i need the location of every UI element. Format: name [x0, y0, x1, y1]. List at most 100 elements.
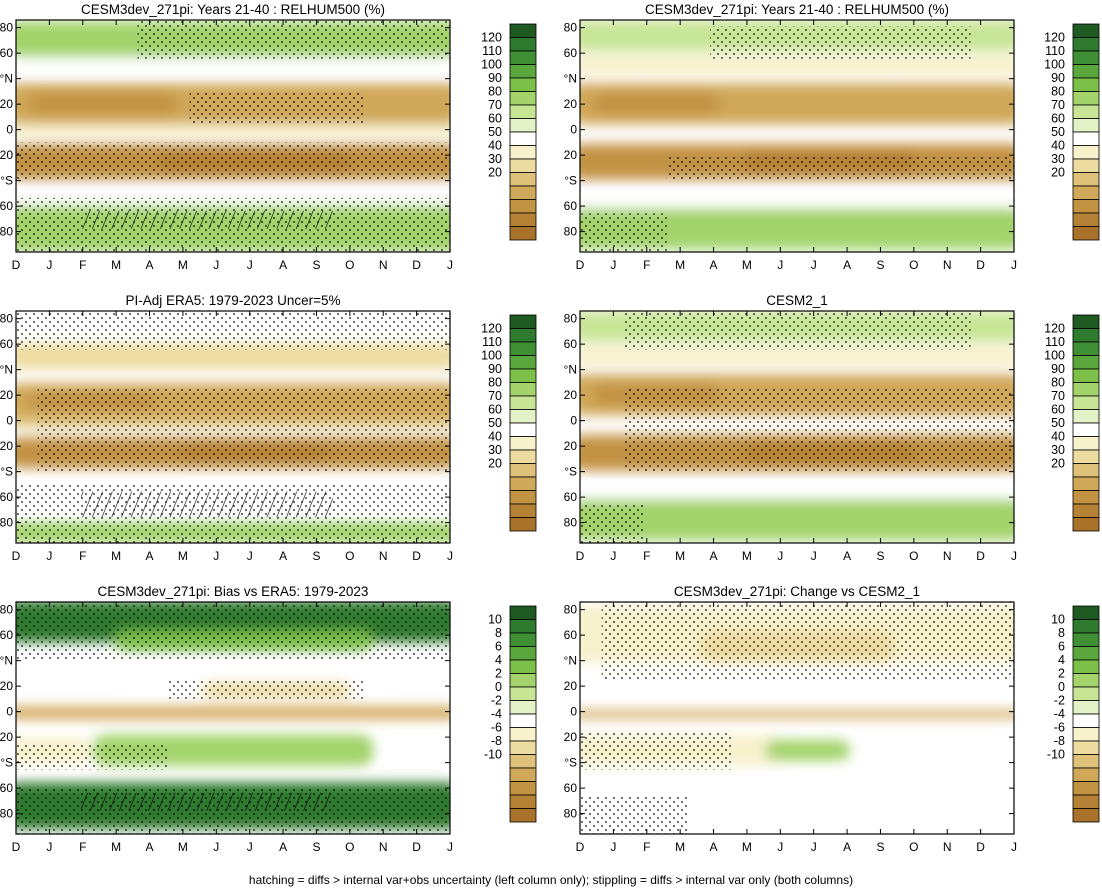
y-tick-label: 80: [564, 807, 578, 821]
heatmap-blob: [580, 488, 1014, 500]
heatmap-blob: [580, 710, 1014, 718]
colorbar-swatch: [1072, 713, 1100, 728]
heatmap-field: [16, 602, 450, 834]
colorbar-label: 30: [1051, 443, 1065, 457]
colorbar-swatch: [1072, 781, 1100, 796]
colorbar-label: 50: [1051, 125, 1065, 139]
panel-bottom-right: CESM3dev_271pi: Change vs CESM2_1 80 60 °N 2…: [564, 584, 1017, 854]
colorbar-swatch: [1072, 131, 1100, 146]
hatching-region: [81, 210, 333, 229]
colorbar-label: 60: [488, 112, 502, 126]
y-tick-label: 0: [570, 705, 577, 719]
y-tick-label: 80: [0, 516, 13, 530]
colorbar-label: 100: [481, 58, 502, 72]
panel-title: CESM3dev_271pi: Bias vs ERA5: 1979-2023: [98, 584, 369, 599]
heatmap-field: [16, 20, 450, 252]
x-tick-label: J: [447, 549, 453, 563]
colorbar-swatch: [1072, 409, 1100, 424]
panel-middle-left: PI-Adj ERA5: 1979-2023 Uncer=5% 80 60 °N 20 0…: [0, 293, 453, 563]
y-tick-label: °N: [564, 72, 577, 86]
colorbar-swatch: [1072, 490, 1100, 505]
heatmap-blob: [16, 706, 450, 720]
y-tick-label: 0: [570, 123, 577, 137]
stippling-region: [623, 388, 1014, 473]
x-tick-label: J: [46, 549, 52, 563]
x-tick-label: N: [379, 549, 388, 563]
colorbar-swatch: [509, 754, 537, 769]
x-tick-label: S: [876, 549, 884, 563]
y-tick-label: 20: [564, 679, 578, 693]
x-tick-label: A: [146, 549, 154, 563]
y-tick-label: 0: [6, 705, 13, 719]
colorbar-label: 40: [488, 139, 502, 153]
colorbar-swatch: [509, 409, 537, 424]
colorbar-swatch: [509, 503, 537, 518]
colorbar-swatch: [509, 23, 537, 38]
figure-footer: hatching = diffs > internal var+obs unce…: [248, 873, 854, 887]
colorbar-swatch: [509, 605, 537, 620]
colorbar-swatch: [509, 50, 537, 65]
heatmap-blob: [591, 93, 721, 115]
panel-frame: [579, 601, 1015, 835]
panel-title: CESM2_1: [766, 293, 828, 308]
colorbar-label: -8: [491, 734, 502, 748]
x-tick-label: N: [379, 258, 388, 272]
colorbar-label: 80: [488, 85, 502, 99]
x-tick-label: F: [643, 840, 650, 854]
colorbar-swatch: [509, 145, 537, 160]
colorbar-swatch: [509, 727, 537, 742]
y-tick-label: 80: [0, 312, 13, 326]
colorbar-label: 120: [481, 322, 502, 336]
y-tick-label: 20: [0, 679, 13, 693]
heatmap-field: [580, 311, 1014, 543]
colorbar-label: -2: [491, 694, 502, 708]
x-tick-label: M: [178, 549, 188, 563]
stippling-region: [710, 26, 971, 59]
x-tick-label: S: [312, 840, 320, 854]
colorbar-swatch: [1072, 727, 1100, 742]
x-tick-label: A: [279, 549, 287, 563]
colorbar-label: 80: [1051, 376, 1065, 390]
y-tick-label: 60: [0, 781, 13, 795]
y-tick-label: °N: [0, 72, 13, 86]
colorbar-swatch: [509, 781, 537, 796]
colorbar-swatch: [509, 449, 537, 464]
colorbar-label: 70: [488, 389, 502, 403]
y-tick-label: 60: [0, 337, 13, 351]
x-tick-label: S: [312, 258, 320, 272]
x-tick-label: M: [742, 549, 752, 563]
colorbar-swatch: [1072, 619, 1100, 634]
colorbar-label: 2: [495, 667, 502, 681]
colorbar-swatch: [1072, 700, 1100, 715]
x-tick-label: F: [79, 258, 86, 272]
colorbar-label: 6: [1058, 640, 1065, 654]
panel-title: PI-Adj ERA5: 1979-2023 Uncer=5%: [126, 293, 341, 308]
colorbar-label: 90: [1051, 71, 1065, 85]
x-tick-label: A: [710, 258, 718, 272]
y-tick-label: 80: [564, 312, 578, 326]
x-tick-label: M: [178, 840, 188, 854]
colorbar-swatch: [509, 172, 537, 187]
x-tick-label: D: [12, 549, 21, 563]
colorbar-swatch: [1072, 104, 1100, 119]
colorbar-swatch: [509, 64, 537, 79]
stippling-region: [601, 602, 1014, 680]
colorbar-swatch: [509, 118, 537, 133]
x-tick-label: J: [447, 840, 453, 854]
colorbar-swatch: [1072, 673, 1100, 688]
panel-bottom-left: CESM3dev_271pi: Bias vs ERA5: 1979-2023 8…: [0, 584, 453, 854]
panel-title: CESM3dev_271pi: Years 21-40 : RELHUM500 …: [81, 2, 385, 17]
colorbar-label: 4: [495, 653, 502, 667]
y-tick-label: 20: [0, 97, 13, 111]
x-tick-label: A: [710, 840, 718, 854]
colorbar-swatch: [1072, 50, 1100, 65]
x-tick-label: J: [213, 258, 219, 272]
x-tick-label: M: [742, 840, 752, 854]
stippling-region: [16, 602, 450, 660]
x-tick-label: N: [943, 840, 952, 854]
y-tick-label: °N: [0, 363, 13, 377]
colorbar-swatch: [1072, 808, 1100, 823]
heatmap-blob: [580, 196, 1014, 210]
